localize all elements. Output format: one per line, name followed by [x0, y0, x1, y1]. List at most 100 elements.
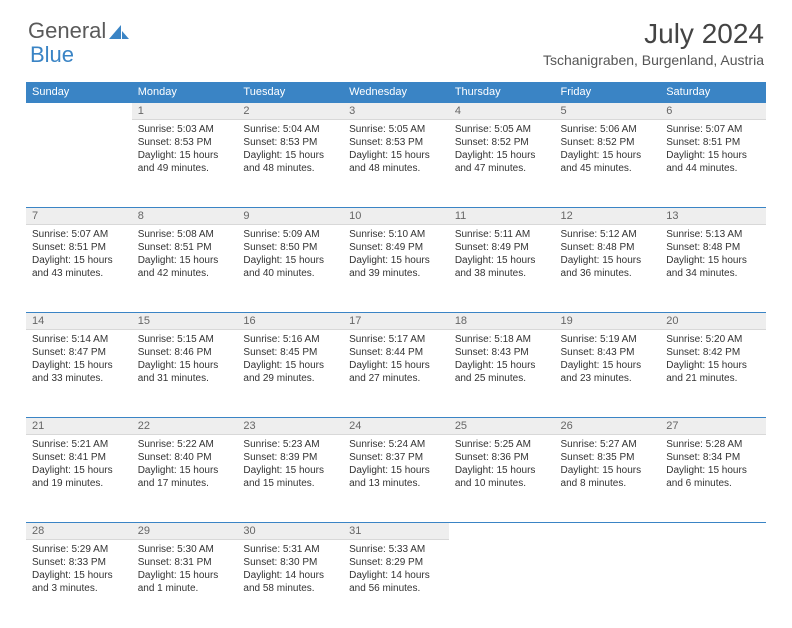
day-number-cell: 1 — [132, 103, 238, 120]
sunrise-line: Sunrise: 5:14 AM — [32, 333, 126, 346]
daynum-row: 123456 — [26, 103, 766, 120]
daylight-line: Daylight: 15 hours and 39 minutes. — [349, 254, 443, 280]
day-number-cell: 3 — [343, 103, 449, 120]
day-cell: Sunrise: 5:20 AMSunset: 8:42 PMDaylight:… — [660, 330, 766, 418]
sunset-line: Sunset: 8:48 PM — [666, 241, 760, 254]
sunset-line: Sunset: 8:47 PM — [32, 346, 126, 359]
day-number-cell: 14 — [26, 313, 132, 330]
day-cell: Sunrise: 5:08 AMSunset: 8:51 PMDaylight:… — [132, 225, 238, 313]
day-number-cell: 27 — [660, 418, 766, 435]
logo-word1: General — [28, 18, 106, 44]
day-cell-body: Sunrise: 5:17 AMSunset: 8:44 PMDaylight:… — [343, 330, 449, 391]
daylight-line: Daylight: 15 hours and 33 minutes. — [32, 359, 126, 385]
sunset-line: Sunset: 8:41 PM — [32, 451, 126, 464]
sunrise-line: Sunrise: 5:10 AM — [349, 228, 443, 241]
day-cell: Sunrise: 5:07 AMSunset: 8:51 PMDaylight:… — [660, 120, 766, 208]
sunrise-line: Sunrise: 5:25 AM — [455, 438, 549, 451]
daylight-line: Daylight: 15 hours and 48 minutes. — [349, 149, 443, 175]
daylight-line: Daylight: 15 hours and 15 minutes. — [243, 464, 337, 490]
sunrise-line: Sunrise: 5:07 AM — [32, 228, 126, 241]
day-number-cell: 8 — [132, 208, 238, 225]
daylight-line: Daylight: 15 hours and 19 minutes. — [32, 464, 126, 490]
day-cell: Sunrise: 5:28 AMSunset: 8:34 PMDaylight:… — [660, 435, 766, 523]
day-cell-body: Sunrise: 5:15 AMSunset: 8:46 PMDaylight:… — [132, 330, 238, 391]
sunrise-line: Sunrise: 5:19 AM — [561, 333, 655, 346]
day-cell: Sunrise: 5:24 AMSunset: 8:37 PMDaylight:… — [343, 435, 449, 523]
sunrise-line: Sunrise: 5:07 AM — [666, 123, 760, 136]
weekday-header-row: Sunday Monday Tuesday Wednesday Thursday… — [26, 82, 766, 103]
day-cell-body: Sunrise: 5:29 AMSunset: 8:33 PMDaylight:… — [26, 540, 132, 601]
day-cell-body: Sunrise: 5:08 AMSunset: 8:51 PMDaylight:… — [132, 225, 238, 286]
day-cell — [449, 540, 555, 628]
logo-sail-icon — [109, 23, 129, 39]
day-cell — [660, 540, 766, 628]
page-subtitle: Tschanigraben, Burgenland, Austria — [543, 52, 764, 68]
day-number-cell: 16 — [237, 313, 343, 330]
daylight-line: Daylight: 15 hours and 47 minutes. — [455, 149, 549, 175]
daylight-line: Daylight: 15 hours and 8 minutes. — [561, 464, 655, 490]
sunset-line: Sunset: 8:52 PM — [455, 136, 549, 149]
day-cell: Sunrise: 5:14 AMSunset: 8:47 PMDaylight:… — [26, 330, 132, 418]
day-number-cell: 24 — [343, 418, 449, 435]
day-cell: Sunrise: 5:18 AMSunset: 8:43 PMDaylight:… — [449, 330, 555, 418]
day-number-cell: 23 — [237, 418, 343, 435]
page-title: July 2024 — [543, 18, 764, 50]
sunset-line: Sunset: 8:50 PM — [243, 241, 337, 254]
day-number-cell: 31 — [343, 523, 449, 540]
weekday-header: Thursday — [449, 82, 555, 103]
sunset-line: Sunset: 8:43 PM — [561, 346, 655, 359]
day-cell: Sunrise: 5:07 AMSunset: 8:51 PMDaylight:… — [26, 225, 132, 313]
day-cell-body: Sunrise: 5:13 AMSunset: 8:48 PMDaylight:… — [660, 225, 766, 286]
sunset-line: Sunset: 8:37 PM — [349, 451, 443, 464]
sunrise-line: Sunrise: 5:28 AM — [666, 438, 760, 451]
day-number-cell: 6 — [660, 103, 766, 120]
day-cell-body: Sunrise: 5:14 AMSunset: 8:47 PMDaylight:… — [26, 330, 132, 391]
daylight-line: Daylight: 15 hours and 1 minute. — [138, 569, 232, 595]
sunrise-line: Sunrise: 5:11 AM — [455, 228, 549, 241]
day-number-cell — [660, 523, 766, 540]
day-cell-body: Sunrise: 5:16 AMSunset: 8:45 PMDaylight:… — [237, 330, 343, 391]
sunset-line: Sunset: 8:43 PM — [455, 346, 549, 359]
day-cell: Sunrise: 5:23 AMSunset: 8:39 PMDaylight:… — [237, 435, 343, 523]
weekday-header: Friday — [555, 82, 661, 103]
sunset-line: Sunset: 8:53 PM — [243, 136, 337, 149]
week-row: Sunrise: 5:07 AMSunset: 8:51 PMDaylight:… — [26, 225, 766, 313]
daylight-line: Daylight: 14 hours and 56 minutes. — [349, 569, 443, 595]
day-number-cell: 18 — [449, 313, 555, 330]
day-cell-body: Sunrise: 5:25 AMSunset: 8:36 PMDaylight:… — [449, 435, 555, 496]
day-cell-body: Sunrise: 5:28 AMSunset: 8:34 PMDaylight:… — [660, 435, 766, 496]
sunset-line: Sunset: 8:39 PM — [243, 451, 337, 464]
daylight-line: Daylight: 15 hours and 3 minutes. — [32, 569, 126, 595]
sunset-line: Sunset: 8:51 PM — [138, 241, 232, 254]
day-cell-body: Sunrise: 5:22 AMSunset: 8:40 PMDaylight:… — [132, 435, 238, 496]
sunrise-line: Sunrise: 5:03 AM — [138, 123, 232, 136]
day-cell: Sunrise: 5:15 AMSunset: 8:46 PMDaylight:… — [132, 330, 238, 418]
sunset-line: Sunset: 8:51 PM — [32, 241, 126, 254]
daylight-line: Daylight: 15 hours and 36 minutes. — [561, 254, 655, 280]
sunset-line: Sunset: 8:51 PM — [666, 136, 760, 149]
daylight-line: Daylight: 15 hours and 27 minutes. — [349, 359, 443, 385]
sunset-line: Sunset: 8:49 PM — [455, 241, 549, 254]
day-cell: Sunrise: 5:17 AMSunset: 8:44 PMDaylight:… — [343, 330, 449, 418]
daynum-row: 14151617181920 — [26, 313, 766, 330]
sunrise-line: Sunrise: 5:16 AM — [243, 333, 337, 346]
sunset-line: Sunset: 8:52 PM — [561, 136, 655, 149]
day-number-cell: 10 — [343, 208, 449, 225]
daylight-line: Daylight: 15 hours and 38 minutes. — [455, 254, 549, 280]
daylight-line: Daylight: 15 hours and 45 minutes. — [561, 149, 655, 175]
sunrise-line: Sunrise: 5:18 AM — [455, 333, 549, 346]
daylight-line: Daylight: 15 hours and 17 minutes. — [138, 464, 232, 490]
sunset-line: Sunset: 8:33 PM — [32, 556, 126, 569]
sunset-line: Sunset: 8:30 PM — [243, 556, 337, 569]
day-cell: Sunrise: 5:12 AMSunset: 8:48 PMDaylight:… — [555, 225, 661, 313]
day-cell-body: Sunrise: 5:20 AMSunset: 8:42 PMDaylight:… — [660, 330, 766, 391]
daylight-line: Daylight: 15 hours and 25 minutes. — [455, 359, 549, 385]
day-number-cell: 21 — [26, 418, 132, 435]
daylight-line: Daylight: 15 hours and 31 minutes. — [138, 359, 232, 385]
day-cell: Sunrise: 5:30 AMSunset: 8:31 PMDaylight:… — [132, 540, 238, 628]
sunrise-line: Sunrise: 5:05 AM — [349, 123, 443, 136]
daynum-row: 21222324252627 — [26, 418, 766, 435]
sunset-line: Sunset: 8:40 PM — [138, 451, 232, 464]
daylight-line: Daylight: 15 hours and 21 minutes. — [666, 359, 760, 385]
sunrise-line: Sunrise: 5:04 AM — [243, 123, 337, 136]
